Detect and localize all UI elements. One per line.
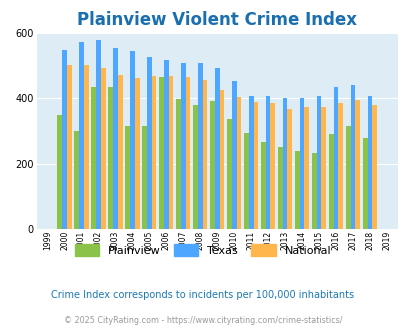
- Bar: [214, 68, 219, 229]
- Bar: [151, 76, 156, 229]
- Bar: [96, 40, 100, 229]
- Bar: [260, 142, 265, 229]
- Bar: [226, 119, 231, 229]
- Bar: [209, 101, 214, 229]
- Bar: [125, 126, 130, 229]
- Bar: [367, 96, 371, 229]
- Bar: [74, 131, 79, 229]
- Bar: [117, 75, 122, 229]
- Bar: [337, 103, 342, 229]
- Bar: [243, 133, 248, 229]
- Bar: [168, 76, 173, 229]
- Text: © 2025 CityRating.com - https://www.cityrating.com/crime-statistics/: © 2025 CityRating.com - https://www.city…: [64, 316, 341, 325]
- Bar: [197, 63, 202, 229]
- Bar: [277, 147, 282, 229]
- Bar: [176, 99, 181, 229]
- Bar: [57, 115, 62, 229]
- Bar: [304, 107, 308, 229]
- Bar: [294, 151, 299, 229]
- Bar: [219, 90, 224, 229]
- Bar: [193, 105, 197, 229]
- Bar: [79, 42, 84, 229]
- Bar: [108, 87, 113, 229]
- Bar: [282, 98, 287, 229]
- Bar: [67, 65, 71, 229]
- Bar: [100, 68, 105, 229]
- Bar: [350, 85, 354, 229]
- Bar: [316, 96, 321, 229]
- Bar: [354, 100, 359, 229]
- Bar: [328, 134, 333, 229]
- Bar: [270, 103, 275, 229]
- Bar: [236, 97, 241, 229]
- Bar: [91, 87, 96, 229]
- Bar: [164, 60, 168, 229]
- Bar: [321, 107, 325, 229]
- Bar: [147, 56, 151, 229]
- Bar: [202, 81, 207, 229]
- Bar: [311, 153, 316, 229]
- Bar: [248, 96, 253, 229]
- Bar: [62, 50, 67, 229]
- Bar: [84, 65, 88, 229]
- Legend: Plainview, Texas, National: Plainview, Texas, National: [70, 240, 335, 260]
- Bar: [371, 105, 376, 229]
- Text: Crime Index corresponds to incidents per 100,000 inhabitants: Crime Index corresponds to incidents per…: [51, 290, 354, 300]
- Bar: [185, 77, 190, 229]
- Bar: [134, 78, 139, 229]
- Bar: [253, 102, 258, 229]
- Bar: [130, 51, 134, 229]
- Bar: [265, 96, 270, 229]
- Bar: [299, 98, 304, 229]
- Bar: [142, 126, 147, 229]
- Bar: [345, 126, 350, 229]
- Bar: [231, 82, 236, 229]
- Bar: [159, 77, 164, 229]
- Bar: [333, 87, 337, 229]
- Bar: [362, 138, 367, 229]
- Bar: [287, 109, 292, 229]
- Title: Plainview Violent Crime Index: Plainview Violent Crime Index: [77, 11, 356, 29]
- Bar: [113, 49, 117, 229]
- Bar: [181, 63, 185, 229]
